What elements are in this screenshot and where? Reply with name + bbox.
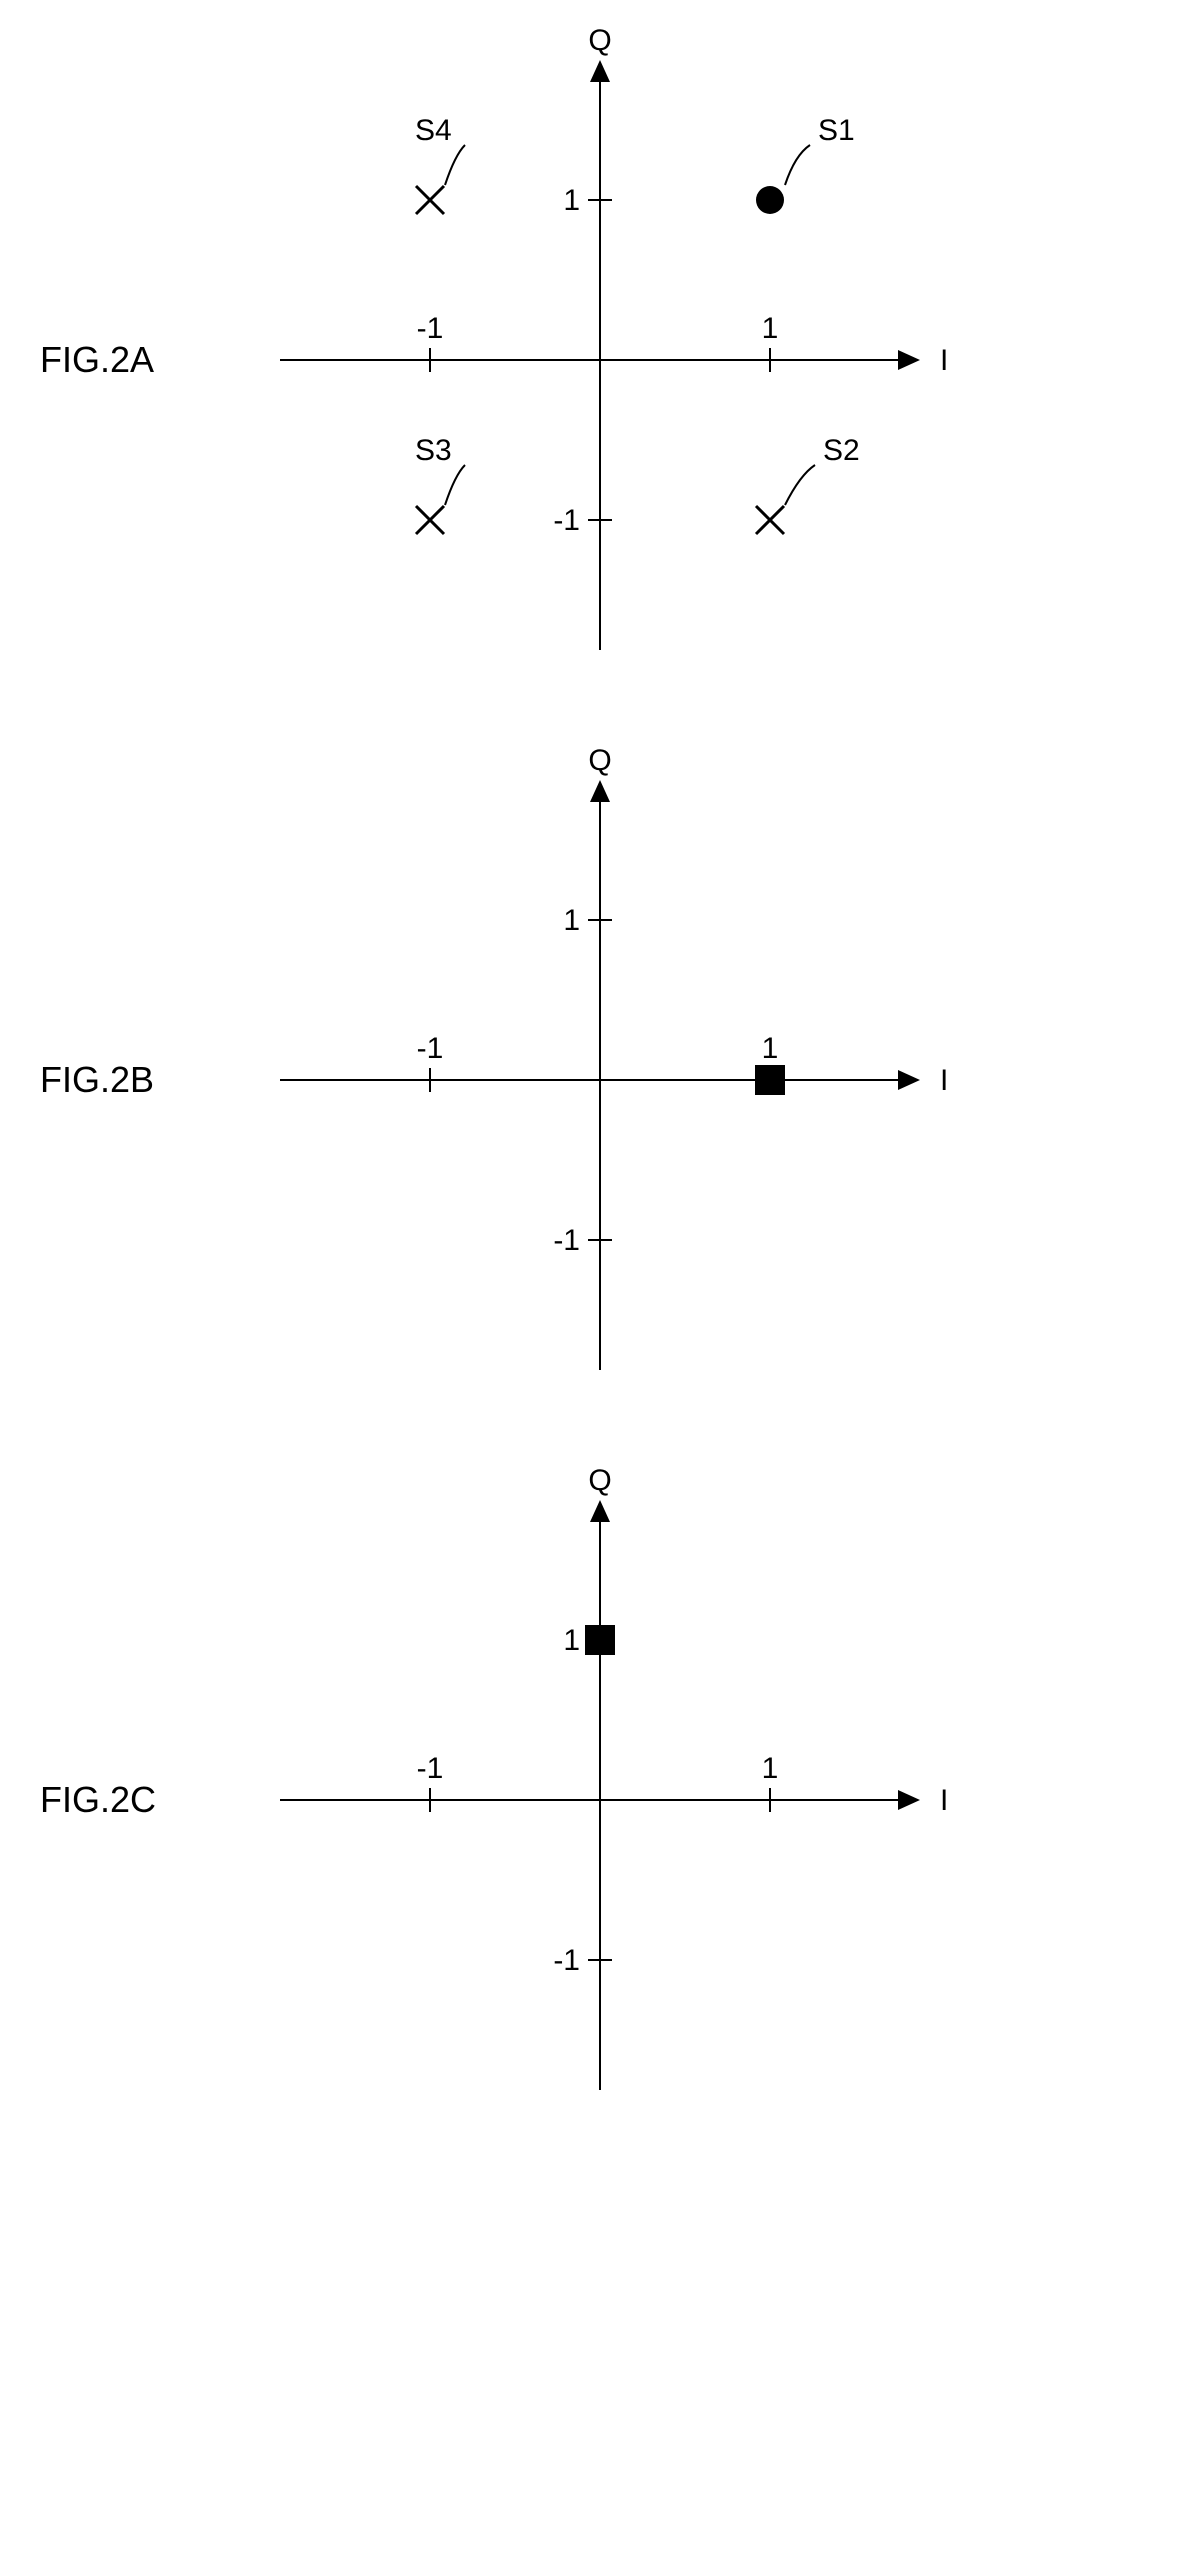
point-s1-leader <box>785 145 810 185</box>
x-tick-neg1-label: -1 <box>417 312 444 345</box>
point-s1-marker <box>756 186 784 214</box>
point-s4-marker <box>416 186 444 214</box>
figure-2c-row: FIG.2C -1 1 1 -1 I Q <box>40 1480 1163 2120</box>
figure-2c-label: FIG.2C <box>40 1779 220 1821</box>
x-tick-neg1-label: -1 <box>417 1752 444 1785</box>
x-axis-label: I <box>940 344 948 377</box>
x-tick-pos1-label: 1 <box>762 312 779 345</box>
x-axis-label: I <box>940 1064 948 1097</box>
figure-2c-plot: -1 1 1 -1 I Q <box>250 1480 950 2120</box>
figure-2b-plot: -1 1 1 -1 I Q <box>250 760 950 1400</box>
point-s2-marker <box>756 506 784 534</box>
y-axis-label: Q <box>588 744 611 777</box>
x-tick-pos1-label: 1 <box>762 1752 779 1785</box>
x-tick-pos1-label: 1 <box>762 1032 779 1065</box>
y-axis-arrow <box>590 780 610 802</box>
y-axis-label: Q <box>588 1464 611 1497</box>
point-s4-leader <box>445 145 465 185</box>
point-c-marker <box>585 1625 615 1655</box>
point-s2-leader <box>785 465 815 505</box>
y-tick-pos1-label: 1 <box>563 184 580 217</box>
y-axis-label: Q <box>588 24 611 57</box>
x-axis-arrow <box>898 350 920 370</box>
figure-set: FIG.2A -1 1 1 -1 I Q <box>40 40 1163 2120</box>
figure-2b-label: FIG.2B <box>40 1059 220 1101</box>
x-axis-arrow <box>898 1790 920 1810</box>
y-tick-pos1-label: 1 <box>563 1624 580 1657</box>
figure-2a-plot: -1 1 1 -1 I Q S1 <box>250 40 950 680</box>
y-tick-pos1-label: 1 <box>563 904 580 937</box>
x-axis-label: I <box>940 1784 948 1817</box>
y-axis-arrow <box>590 1500 610 1522</box>
point-s1-label: S1 <box>818 114 855 147</box>
figure-2a-row: FIG.2A -1 1 1 -1 I Q <box>40 40 1163 680</box>
figure-2b-row: FIG.2B -1 1 1 -1 I Q <box>40 760 1163 1400</box>
point-s4-label: S4 <box>415 114 452 147</box>
figure-2a-label: FIG.2A <box>40 339 220 381</box>
y-tick-neg1-label: -1 <box>553 504 580 537</box>
y-tick-neg1-label: -1 <box>553 1944 580 1977</box>
point-s3-leader <box>445 465 465 505</box>
x-tick-neg1-label: -1 <box>417 1032 444 1065</box>
point-s3-label: S3 <box>415 434 452 467</box>
y-axis-arrow <box>590 60 610 82</box>
point-s3-marker <box>416 506 444 534</box>
point-s2-label: S2 <box>823 434 860 467</box>
x-axis-arrow <box>898 1070 920 1090</box>
y-tick-neg1-label: -1 <box>553 1224 580 1257</box>
point-b-marker <box>755 1065 785 1095</box>
